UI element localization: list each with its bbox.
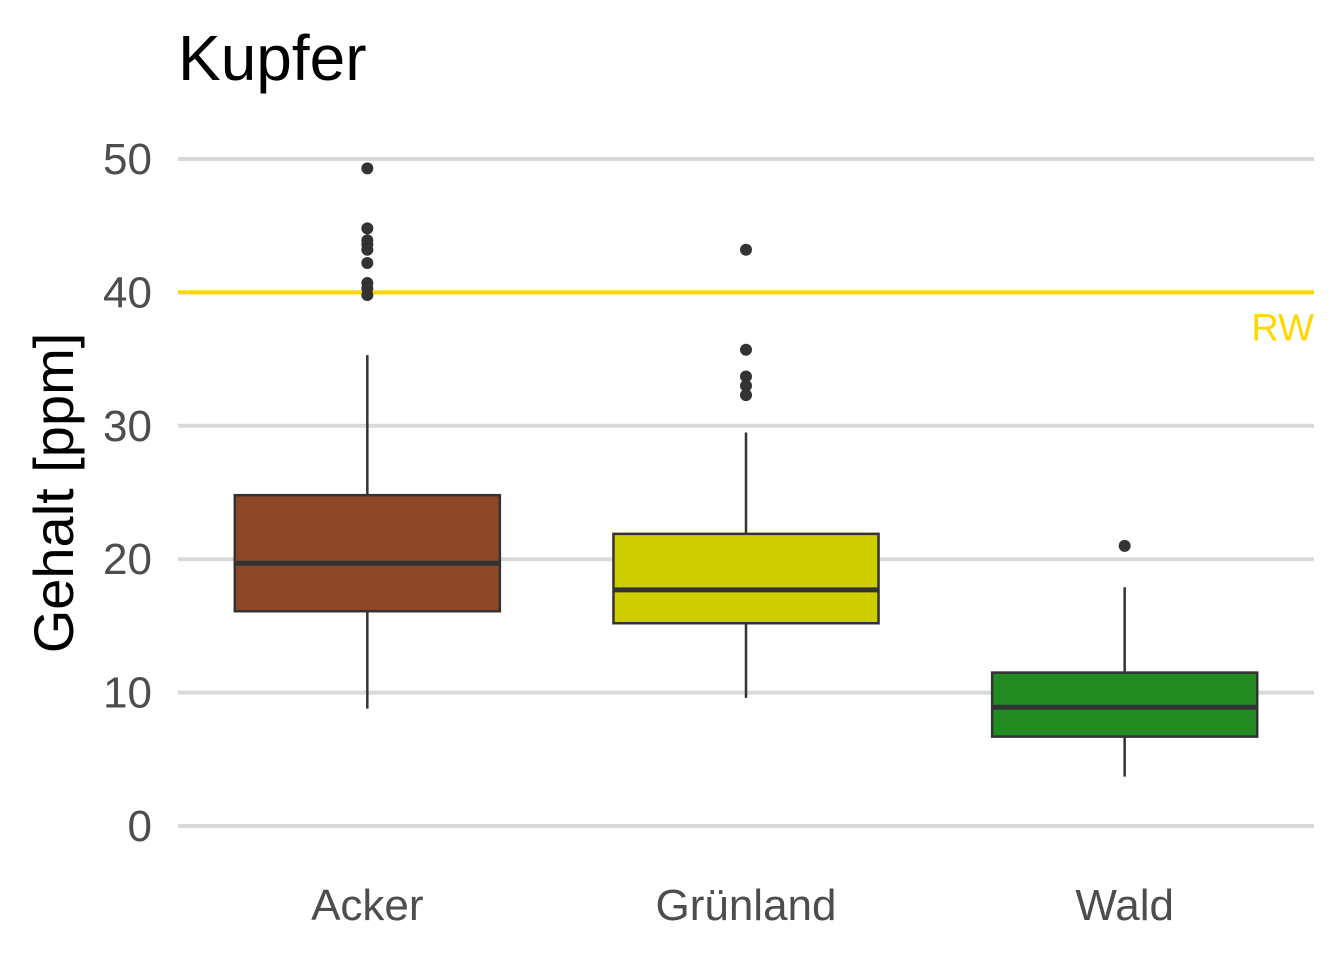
y-tick-label: 0 bbox=[128, 802, 152, 851]
x-tick-label: Acker bbox=[311, 881, 423, 930]
x-tick-label: Grünland bbox=[655, 881, 836, 930]
y-tick-label: 40 bbox=[103, 268, 152, 317]
reference-line-label: RW bbox=[1251, 307, 1314, 349]
y-axis-label: Gehalt [ppm] bbox=[22, 333, 85, 654]
outlier-point bbox=[1118, 539, 1131, 552]
box-body bbox=[612, 532, 880, 625]
chart-title: Kupfer bbox=[178, 22, 367, 94]
outlier-point bbox=[361, 289, 374, 302]
y-tick-label: 50 bbox=[103, 135, 152, 184]
outlier-point bbox=[361, 162, 374, 175]
x-tick-labels: Acker Grünland Wald bbox=[311, 881, 1174, 930]
y-tick-labels: 0 10 20 30 40 50 bbox=[103, 135, 152, 851]
y-tick-label: 10 bbox=[103, 669, 152, 718]
outlier-point bbox=[361, 222, 374, 235]
box-2 bbox=[612, 243, 880, 698]
box-body bbox=[233, 493, 502, 613]
outlier-point bbox=[740, 370, 752, 383]
outlier-point bbox=[361, 257, 374, 270]
reference-line-group: RW bbox=[178, 290, 1314, 349]
y-tick-label: 30 bbox=[103, 402, 152, 451]
outlier-point bbox=[740, 343, 752, 356]
outlier-point bbox=[740, 389, 752, 402]
outlier-point bbox=[740, 243, 752, 256]
outlier-point bbox=[361, 243, 374, 256]
box-3 bbox=[990, 539, 1259, 777]
outlier-point bbox=[740, 379, 752, 392]
y-tick-label: 20 bbox=[103, 535, 152, 584]
box-1 bbox=[233, 162, 502, 709]
box-group bbox=[233, 162, 1259, 777]
x-tick-label: Wald bbox=[1075, 881, 1174, 930]
box-body bbox=[990, 671, 1259, 738]
